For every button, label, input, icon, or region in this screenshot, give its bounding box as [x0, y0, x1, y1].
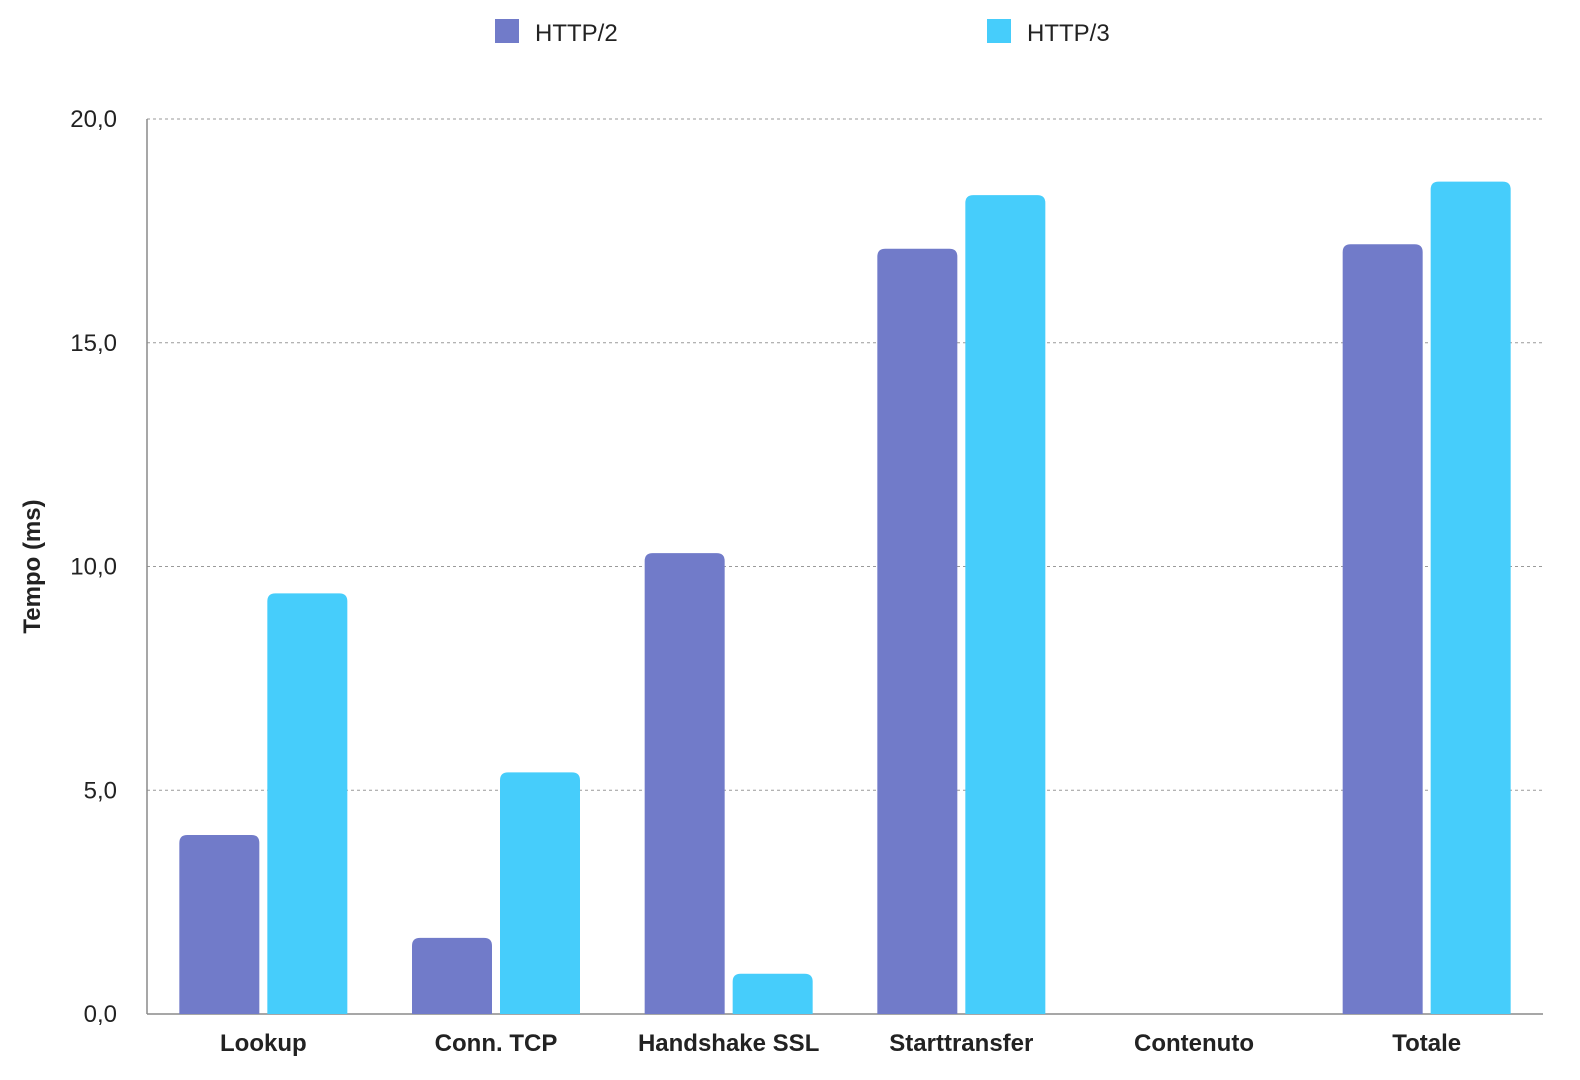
bar-http2-handshake-ssl: [644, 553, 725, 1014]
bar-http2-lookup: [179, 835, 260, 1014]
x-tick-label: Contenuto: [1134, 1030, 1254, 1057]
y-tick-labels: 0,0 5,0 10,0 15,0 20,0: [70, 106, 117, 1028]
y-axis-title: Tempo (ms): [19, 499, 46, 633]
bar-http3-totale: [1430, 181, 1511, 1014]
bars: [179, 181, 1511, 1015]
y-tick-label: 0,0: [84, 1001, 117, 1028]
legend-label: HTTP/3: [1027, 20, 1110, 47]
category-labels: Lookup Conn. TCP Handshake SSL Starttransfe…: [220, 1030, 1461, 1057]
legend: HTTP/2 HTTP/3: [495, 19, 1110, 47]
x-tick-label: Starttransfer: [889, 1030, 1033, 1057]
legend-swatch: [495, 19, 519, 43]
bar-http3-lookup: [267, 593, 348, 1014]
bar-http2-starttransfer: [877, 248, 958, 1014]
y-tick-label: 20,0: [70, 106, 117, 133]
bar-http3-starttransfer: [965, 195, 1046, 1014]
legend-swatch: [987, 19, 1011, 43]
x-tick-label: Lookup: [220, 1030, 307, 1057]
bar-http2-totale: [1342, 244, 1423, 1015]
axes: [146, 119, 1543, 1015]
x-tick-label: Conn. TCP: [435, 1030, 558, 1057]
gridlines: [147, 118, 1543, 791]
legend-label: HTTP/2: [535, 20, 618, 47]
y-tick-label: 10,0: [70, 554, 117, 581]
y-tick-label: 15,0: [70, 330, 117, 357]
bar-http3-conn-tcp: [500, 772, 580, 1014]
x-tick-label: Totale: [1392, 1030, 1461, 1057]
y-tick-label: 5,0: [84, 777, 117, 804]
bar-http3-handshake-ssl: [732, 973, 813, 1014]
bar-http2-conn-tcp: [412, 937, 492, 1014]
x-tick-label: Handshake SSL: [638, 1030, 819, 1057]
